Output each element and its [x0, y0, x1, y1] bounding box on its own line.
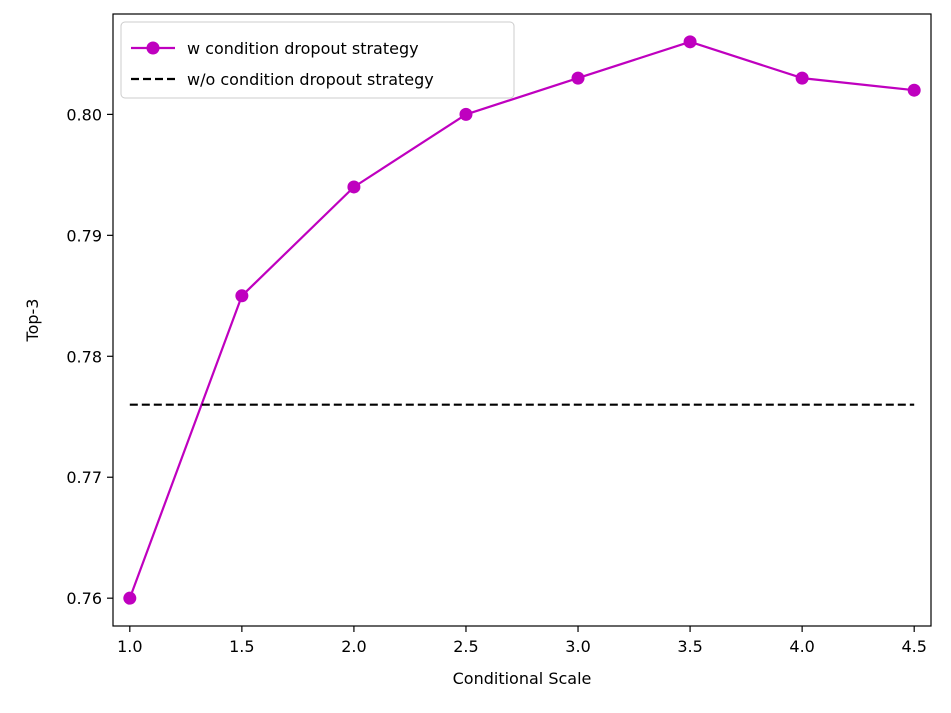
plot-area [113, 14, 931, 626]
x-axis: 1.0 1.5 2.0 2.5 3.0 3.5 4.0 4.5 [117, 626, 927, 656]
legend-label-w-condition: w condition dropout strategy [187, 39, 419, 58]
y-tick-label: 0.80 [66, 105, 102, 124]
x-axis-label: Conditional Scale [453, 669, 592, 688]
data-point [571, 71, 585, 85]
x-tick-label: 3.5 [677, 637, 702, 656]
y-axis: 0.76 0.77 0.78 0.79 0.80 [66, 105, 113, 608]
data-point [347, 180, 361, 194]
plot-frame [112, 13, 932, 627]
x-tick-label: 2.5 [453, 637, 478, 656]
y-tick-label: 0.78 [66, 347, 102, 366]
x-tick-label: 4.5 [901, 637, 926, 656]
x-tick-label: 3.0 [565, 637, 590, 656]
data-point [795, 71, 809, 85]
legend-swatch-marker [146, 41, 160, 55]
y-axis-label: Top-3 [23, 299, 42, 343]
data-point [123, 591, 137, 605]
data-point [683, 35, 697, 49]
series-layer [123, 35, 921, 605]
legend: w condition dropout strategy w/o conditi… [120, 21, 515, 99]
x-tick-label: 1.0 [117, 637, 142, 656]
x-tick-label: 2.0 [341, 637, 366, 656]
data-point [459, 107, 473, 121]
y-tick-label: 0.77 [66, 468, 102, 487]
y-tick-label: 0.79 [66, 226, 102, 245]
data-point [907, 83, 921, 97]
data-point [235, 289, 249, 303]
legend-box [120, 21, 515, 99]
x-tick-label: 1.5 [229, 637, 254, 656]
series-line-0 [128, 40, 915, 599]
legend-label-wo-condition: w/o condition dropout strategy [187, 70, 434, 89]
y-tick-label: 0.76 [66, 589, 102, 608]
x-tick-label: 4.0 [789, 637, 814, 656]
